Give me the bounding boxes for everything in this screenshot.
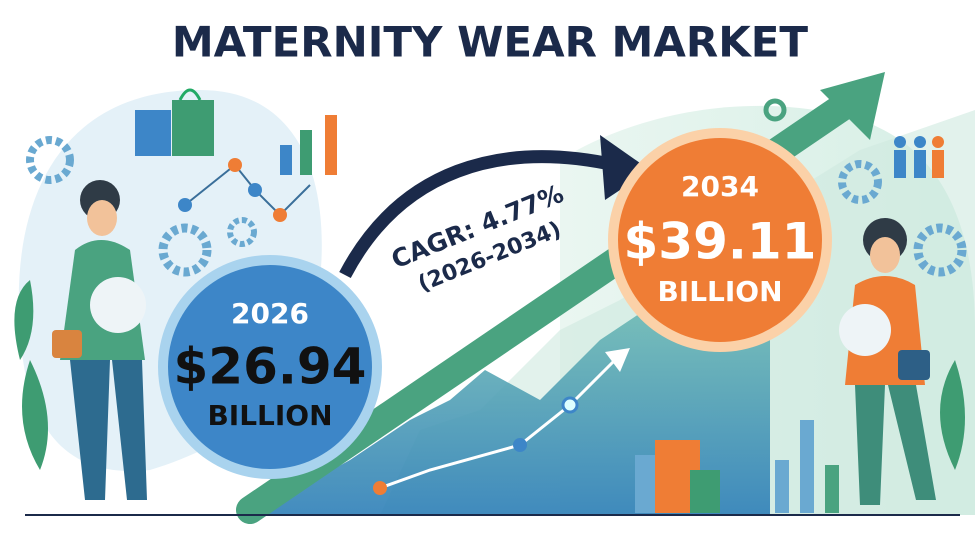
icons-shape	[800, 420, 814, 513]
end-unit: BILLION	[657, 275, 782, 308]
rising-area-shape	[561, 396, 579, 414]
icons-shape	[227, 217, 257, 247]
growth-arrow-shape	[600, 135, 650, 200]
start-value: $26.94	[174, 338, 367, 396]
icons-shape	[932, 150, 944, 178]
left-figure-shape	[14, 280, 48, 470]
icons-shape	[775, 460, 789, 513]
icons-shape	[690, 470, 720, 513]
end-year: 2034	[681, 170, 759, 203]
icons-shape	[178, 198, 192, 212]
left-figure-shape	[90, 277, 146, 333]
end-badge-shape	[618, 138, 822, 342]
growth-arrow-shape	[339, 150, 617, 279]
growth-arrow	[339, 135, 650, 279]
end-value: $39.11	[624, 213, 817, 271]
icons-shape	[248, 183, 262, 197]
icons	[26, 88, 967, 513]
icons-shape-shape	[914, 150, 926, 178]
right-figure-shape	[940, 360, 965, 470]
rising-area-shape	[250, 260, 770, 515]
icons-shape	[158, 223, 212, 277]
end-badge: 2034 $39.11 BILLION	[608, 128, 832, 352]
icons-shape	[913, 223, 967, 277]
icons-shape	[932, 136, 944, 148]
left-figure-shape	[52, 330, 82, 358]
icons-shape	[135, 110, 171, 156]
icons-shape	[894, 136, 926, 178]
title: MATERNITY WEAR MARKET	[172, 18, 809, 67]
icons-shape-shape	[894, 136, 906, 148]
left-figure-shape	[70, 360, 147, 500]
start-unit: BILLION	[207, 399, 332, 432]
left-figure	[14, 180, 147, 500]
icons-shape	[300, 130, 312, 175]
right-figure-shape	[839, 304, 891, 356]
icons-shape	[838, 160, 882, 204]
start-year: 2026	[231, 297, 309, 330]
rising-area-shape	[513, 438, 527, 452]
right-figure-shape	[870, 237, 900, 273]
start-badge-shape	[168, 265, 372, 469]
rising-area-shape	[605, 348, 630, 372]
right-figure-shape	[855, 385, 936, 505]
icons-shape-shape	[914, 136, 926, 148]
left-figure-shape	[87, 200, 117, 236]
right-figure	[839, 218, 965, 505]
icons-shape	[178, 88, 202, 101]
icons-shape-shape	[894, 150, 906, 178]
icons-shape	[228, 158, 242, 172]
icons-shape	[273, 208, 287, 222]
icons-shape	[325, 115, 337, 175]
start-badge: 2026 $26.94 BILLION	[158, 255, 382, 479]
icons-shape	[825, 465, 839, 513]
right-figure-shape	[898, 350, 930, 380]
rising-area-shape	[820, 72, 885, 140]
icons-shape	[172, 100, 214, 156]
icons-shape	[26, 136, 74, 184]
rising-area-shape	[373, 481, 387, 495]
icons-shape	[763, 98, 787, 122]
icons-shape	[280, 145, 292, 175]
